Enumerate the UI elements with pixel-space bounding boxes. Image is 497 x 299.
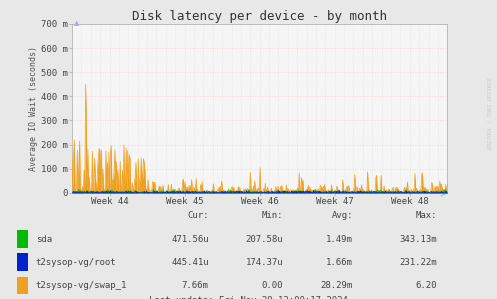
Text: 7.66m: 7.66m	[182, 281, 209, 290]
Text: Avg:: Avg:	[331, 211, 353, 220]
Text: 207.58u: 207.58u	[246, 235, 283, 244]
Text: 1.49m: 1.49m	[326, 235, 353, 244]
Text: 6.20: 6.20	[416, 281, 437, 290]
Text: ▲: ▲	[74, 20, 80, 26]
Text: 174.37u: 174.37u	[246, 258, 283, 267]
Text: t2sysop-vg/swap_1: t2sysop-vg/swap_1	[36, 281, 127, 290]
Y-axis label: Average IO Wait (seconds): Average IO Wait (seconds)	[29, 46, 38, 171]
Text: Min:: Min:	[262, 211, 283, 220]
Text: 0.00: 0.00	[262, 281, 283, 290]
Text: 343.13m: 343.13m	[400, 235, 437, 244]
Text: 28.29m: 28.29m	[321, 281, 353, 290]
Text: 1.66m: 1.66m	[326, 258, 353, 267]
Text: t2sysop-vg/root: t2sysop-vg/root	[36, 258, 116, 267]
Text: Max:: Max:	[416, 211, 437, 220]
Bar	[17, 277, 28, 294]
Text: 471.56u: 471.56u	[171, 235, 209, 244]
Bar	[17, 231, 28, 248]
Title: Disk latency per device - by month: Disk latency per device - by month	[132, 10, 387, 23]
Text: RRDTOOL / TOBI OETIKER: RRDTOOL / TOBI OETIKER	[487, 78, 492, 150]
Text: Cur:: Cur:	[187, 211, 209, 220]
Text: Last update: Fri Nov 29 12:00:17 2024: Last update: Fri Nov 29 12:00:17 2024	[149, 296, 348, 299]
Text: 231.22m: 231.22m	[400, 258, 437, 267]
Text: 445.41u: 445.41u	[171, 258, 209, 267]
Text: sda: sda	[36, 235, 52, 244]
Bar	[17, 254, 28, 271]
